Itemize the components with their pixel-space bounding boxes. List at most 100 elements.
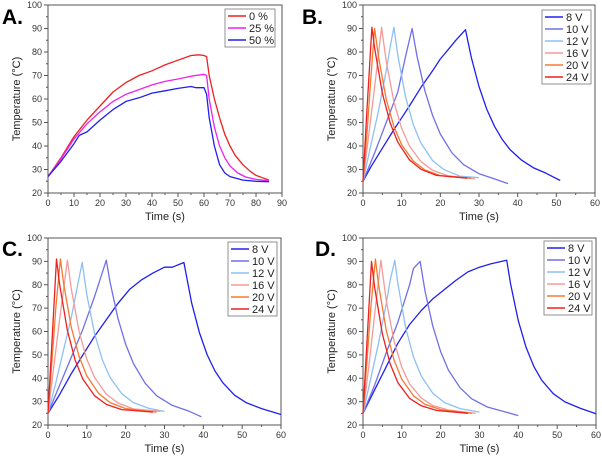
series-line-20v xyxy=(47,258,157,414)
legend: 8 V10 V12 V16 V20 V24 V xyxy=(543,240,593,316)
y-tick-label: 40 xyxy=(347,141,357,151)
x-tick-label: 0 xyxy=(360,430,365,440)
y-axis-label: Temperature (°C) xyxy=(326,57,338,141)
legend-label: 12 V xyxy=(568,267,591,279)
legend-label: 20 V xyxy=(568,291,591,303)
legend: 8 V10 V12 V16 V20 V24 V xyxy=(541,9,592,85)
x-tick-label: 60 xyxy=(591,430,601,440)
panel-label: D. xyxy=(315,238,336,261)
x-tick-label: 20 xyxy=(121,430,131,440)
x-tick-label: 40 xyxy=(513,430,523,440)
legend-label: 10 V xyxy=(568,255,591,267)
y-tick-label: 30 xyxy=(347,397,357,407)
legend-label: 12 V xyxy=(252,268,275,280)
legend-label: 8 V xyxy=(566,12,583,24)
y-tick-label: 100 xyxy=(27,0,42,10)
series-line-24v xyxy=(47,258,153,414)
x-tick-label: 30 xyxy=(121,198,131,208)
y-tick-label: 20 xyxy=(347,420,357,430)
x-axis-label: Time (s) xyxy=(145,211,185,223)
series-line-0 xyxy=(47,54,270,181)
x-tick-label: 20 xyxy=(435,198,445,208)
y-tick-label: 40 xyxy=(32,141,42,151)
panel-label: A. xyxy=(2,6,23,29)
y-tick-label: 50 xyxy=(32,118,42,128)
y-tick-label: 50 xyxy=(32,350,42,360)
y-tick-label: 50 xyxy=(347,350,357,360)
y-tick-label: 70 xyxy=(32,71,42,81)
y-tick-label: 70 xyxy=(32,303,42,313)
series-line-20v xyxy=(362,258,472,414)
y-tick-label: 20 xyxy=(32,420,42,430)
series-line-20v xyxy=(362,27,472,182)
x-tick-label: 50 xyxy=(552,430,562,440)
chart-panel-d: D. 0 10 20 30 40 50 60 20 30 40 50 60 70 80 90 100 Time (… xyxy=(315,233,601,455)
x-tick-label: 10 xyxy=(397,198,407,208)
series-line-12v xyxy=(47,261,165,414)
legend-label: 24 V xyxy=(568,303,591,315)
y-tick-label: 80 xyxy=(347,47,357,57)
legend-box xyxy=(227,241,278,317)
legend-label: 16 V xyxy=(566,48,589,60)
x-tick-label: 80 xyxy=(251,198,261,208)
series-line-24v xyxy=(362,260,468,414)
y-tick-label: 60 xyxy=(32,327,42,337)
x-tick-label: 50 xyxy=(173,198,183,208)
legend-label: 50 % xyxy=(249,35,274,47)
legend-label: 8 V xyxy=(568,243,585,255)
y-tick-label: 80 xyxy=(32,280,42,290)
y-tick-label: 40 xyxy=(32,373,42,383)
series-group xyxy=(47,54,270,183)
y-tick-label: 100 xyxy=(342,233,357,243)
y-tick-label: 90 xyxy=(347,24,357,34)
y-axis-label: Temperature (°C) xyxy=(11,289,23,373)
series-line-24v xyxy=(362,26,468,182)
x-tick-label: 10 xyxy=(397,430,407,440)
x-tick-label: 60 xyxy=(590,198,600,208)
legend-label: 16 V xyxy=(568,279,591,291)
series-line-12v xyxy=(362,259,480,414)
legend-label: 10 V xyxy=(566,24,589,36)
x-axis-label: Time (s) xyxy=(460,443,500,455)
y-tick-label: 60 xyxy=(347,94,357,104)
y-tick-label: 60 xyxy=(347,327,357,337)
x-tick-label: 0 xyxy=(360,198,365,208)
y-tick-label: 60 xyxy=(32,94,42,104)
legend-label: 12 V xyxy=(566,36,589,48)
legend-label: 20 V xyxy=(252,292,275,304)
x-tick-label: 50 xyxy=(551,198,561,208)
legend-box xyxy=(543,240,593,316)
x-tick-label: 40 xyxy=(513,198,523,208)
series-line-16v xyxy=(362,259,476,414)
y-tick-label: 100 xyxy=(27,233,42,243)
x-tick-label: 60 xyxy=(276,430,286,440)
series-line-8v xyxy=(47,261,282,416)
legend: 0 %25 %50 % xyxy=(224,8,276,48)
x-tick-label: 40 xyxy=(147,198,157,208)
chart-panel-a: A. 0 10 20 30 40 50 60 70 80 90 20 30 40 50 60 70 80 90 100… xyxy=(2,0,287,223)
y-tick-label: 100 xyxy=(342,0,357,10)
series-line-50 xyxy=(47,85,270,183)
series-group xyxy=(362,258,597,417)
x-tick-label: 30 xyxy=(474,430,484,440)
x-tick-label: 10 xyxy=(82,430,92,440)
x-tick-label: 70 xyxy=(225,198,235,208)
y-tick-label: 40 xyxy=(347,373,357,383)
series-line-16v xyxy=(362,26,476,182)
y-tick-label: 90 xyxy=(32,24,42,34)
x-axis-label: Time (s) xyxy=(459,211,499,223)
series-group xyxy=(362,26,561,185)
series-line-25 xyxy=(47,73,270,182)
legend-label: 25 % xyxy=(249,23,274,35)
x-tick-label: 10 xyxy=(69,198,79,208)
x-tick-label: 20 xyxy=(436,430,446,440)
legend-label: 20 V xyxy=(566,60,589,72)
x-tick-label: 60 xyxy=(199,198,209,208)
series-group xyxy=(47,258,282,418)
x-tick-label: 90 xyxy=(277,198,287,208)
legend-label: 24 V xyxy=(566,72,589,84)
y-tick-label: 20 xyxy=(32,188,42,198)
y-tick-label: 70 xyxy=(347,71,357,81)
y-axis-label: Temperature (°C) xyxy=(326,289,338,373)
y-tick-label: 30 xyxy=(32,397,42,407)
